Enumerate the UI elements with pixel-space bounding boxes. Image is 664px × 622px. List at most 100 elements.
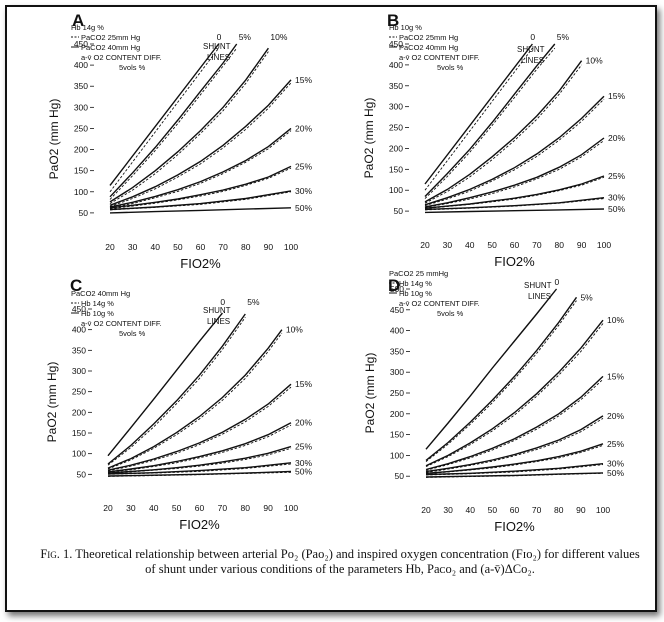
panel-d-xtick-label: 100 <box>596 505 610 515</box>
panel-b-ytick-label: 300 <box>389 102 403 112</box>
panel-a-series-10pct-solid-line <box>109 47 269 203</box>
panel-b-ytick-label: 100 <box>389 185 403 195</box>
panel-b-legend-entry: PaCO2 25mm Hg <box>399 33 458 42</box>
panel-d: D 50 100 150 200 250 300 350 400 450 500 20 30 40 50 60… <box>363 269 624 534</box>
panel-b-xtick-label: 50 <box>487 240 497 250</box>
panel-d-xtick-label: 40 <box>466 505 476 515</box>
panel-b-legend-entry: 5vols % <box>437 63 464 72</box>
panel-a-ytick-label: 150 <box>74 166 88 176</box>
panel-a-xtick-label: 90 <box>264 242 274 252</box>
panel-b-series-30pct-label: 30% <box>608 193 625 203</box>
panel-a-xtick-label: 100 <box>284 242 298 252</box>
panel-b-ylabel: PaO2 (mm Hg) <box>362 98 376 179</box>
panel-b-series-25pct-label: 25% <box>608 171 625 181</box>
panel-c-ytick-label: 100 <box>72 449 86 459</box>
panel-b-series-15pct-solid-line <box>424 95 605 206</box>
panel-d-series-30pct-solid-line <box>425 463 604 476</box>
panel-c-ytick-label: 250 <box>72 387 86 397</box>
panel-b-series-15pct-dashed-line <box>424 98 605 207</box>
panel-a-series-10pct-label: 10% <box>270 32 287 42</box>
panel-c-series-25pct-label: 25% <box>295 442 312 452</box>
panel-c-series-20pct-label: 20% <box>295 418 312 428</box>
panel-d-series-10pct-label: 10% <box>607 315 624 325</box>
panel-b-series-25pct-dashed-line <box>424 176 605 210</box>
figure-frame: A 50 100 150 200 250 300 350 400 450 20 30 40 50 60 70 8… <box>5 5 657 612</box>
panel-b-series-20pct-solid-line <box>424 137 605 208</box>
panel-a-xtick-label: 80 <box>241 242 251 252</box>
panel-c-series-30pct-label: 30% <box>295 458 312 468</box>
panel-b-series-50pct-solid-line <box>424 208 605 214</box>
panel-c-ytick-label: 350 <box>72 345 86 355</box>
panel-b-xlabel: FIO2% <box>494 254 535 269</box>
panel-a-series-5pct-solid-line <box>109 43 238 198</box>
panel-a-series-30pct-solid-line <box>109 190 292 211</box>
panel-d-ylabel: PaO2 (mm Hg) <box>363 353 377 434</box>
panel-d-ytick-label: 500 <box>390 284 404 294</box>
panel-d-series-50pct-dashed-line <box>425 472 604 478</box>
panel-b-series-30pct-solid-line <box>424 197 605 211</box>
panel-c-series-30pct-dashed-line <box>107 463 292 475</box>
panel-c-ytick-label: 400 <box>72 325 86 335</box>
panel-c-legend-entry: Hb 10g % <box>81 309 114 318</box>
panel-a-xtick-label: 40 <box>151 242 161 252</box>
panel-c-series-20pct-solid-line <box>107 422 292 473</box>
panel-b-ytick-label: 200 <box>389 143 403 153</box>
panel-d-ytick-label: 200 <box>390 409 404 419</box>
panel-c-series-15pct-label: 15% <box>295 379 312 389</box>
panel-a-legend-entry: 5vols % <box>119 63 146 72</box>
panel-a-annotation: LINES <box>207 53 230 62</box>
panel-a-letter: A <box>72 11 84 30</box>
panel-d-letter: D <box>388 276 400 295</box>
panel-b-series-10pct-solid-line <box>424 60 583 203</box>
panel-b: B 50 100 150 200 250 300 350 400 450 20 30 40 50 60 70 8… <box>362 11 625 269</box>
panel-a-series-25pct-dashed-line <box>109 167 292 210</box>
panel-b-ytick-label: 450 <box>389 39 403 49</box>
panel-c-legend-entry: Hb 14g % <box>81 299 114 308</box>
panel-d-series-15pct-solid-line <box>425 375 604 471</box>
panel-c-series-15pct-solid-line <box>107 383 292 471</box>
panel-c-series-50pct-dashed-line <box>107 471 292 477</box>
panel-a-xlabel: FIO2% <box>180 256 221 271</box>
panel-a-legend-entry: Hb 14g % <box>71 23 104 32</box>
panel-d-series-5pct-solid-line <box>425 296 578 461</box>
panel-c-annotation: SHUNT <box>203 306 231 315</box>
panel-a-series-20pct-solid-line <box>109 127 292 208</box>
panel-b-legend-entry: Hb 10g % <box>389 23 422 32</box>
panel-d-annotation: LINES <box>528 292 551 301</box>
panel-c-legend-entry: 5vols % <box>119 329 146 338</box>
panel-c-xtick-label: 90 <box>263 503 273 513</box>
panel-a-ytick-label: 450 <box>74 39 88 49</box>
panel-c-xlabel: FIO2% <box>179 517 220 532</box>
panel-d-series-20pct-label: 20% <box>607 411 624 421</box>
caption-lead: Fig. 1. <box>40 547 73 561</box>
panel-d-legend-entry: a-v̄ O2 CONTENT DIFF. <box>399 299 480 308</box>
panel-c-series-10pct-dashed-line <box>107 332 283 470</box>
panel-d-series-25pct-solid-line <box>425 443 604 474</box>
panel-a: A 50 100 150 200 250 300 350 400 450 20 30 40 50 60 70 8… <box>47 11 312 271</box>
panel-d-ytick-label: 50 <box>395 471 405 481</box>
panel-a-series-0-solid-line <box>109 43 220 186</box>
panel-c-series-0-label: 0 <box>220 297 225 307</box>
panel-c-series-25pct-solid-line <box>107 445 292 474</box>
panel-a-ylabel: PaO2 (mm Hg) <box>47 99 61 180</box>
panel-b-xtick-label: 60 <box>510 240 520 250</box>
panel-d-legend-entry: PaCO2 25 mmHg <box>389 269 448 278</box>
panel-b-series-10pct-dashed-line <box>424 64 582 204</box>
panel-a-legend-entry: PaCO2 40mm Hg <box>81 43 140 52</box>
panel-a-ytick-label: 350 <box>74 81 88 91</box>
panel-b-xtick-label: 100 <box>597 240 611 250</box>
panel-a-series-15pct-solid-line <box>109 79 292 206</box>
panel-d-series-15pct-dashed-line <box>425 378 604 471</box>
panel-d-xtick-label: 20 <box>421 505 431 515</box>
panel-b-series-0-dashed-line <box>424 47 533 191</box>
panel-a-series-0-label: 0 <box>217 32 222 42</box>
panel-c-xtick-label: 100 <box>284 503 298 513</box>
panel-a-series-25pct-label: 25% <box>295 161 312 171</box>
panel-d-series-25pct-dashed-line <box>425 444 604 475</box>
panel-d-xtick-label: 70 <box>532 505 542 515</box>
panel-b-letter: B <box>387 11 399 30</box>
panel-d-series-0-dashed-line <box>425 288 557 450</box>
panel-a-series-25pct-solid-line <box>109 165 292 209</box>
panel-a-xtick-label: 50 <box>173 242 183 252</box>
